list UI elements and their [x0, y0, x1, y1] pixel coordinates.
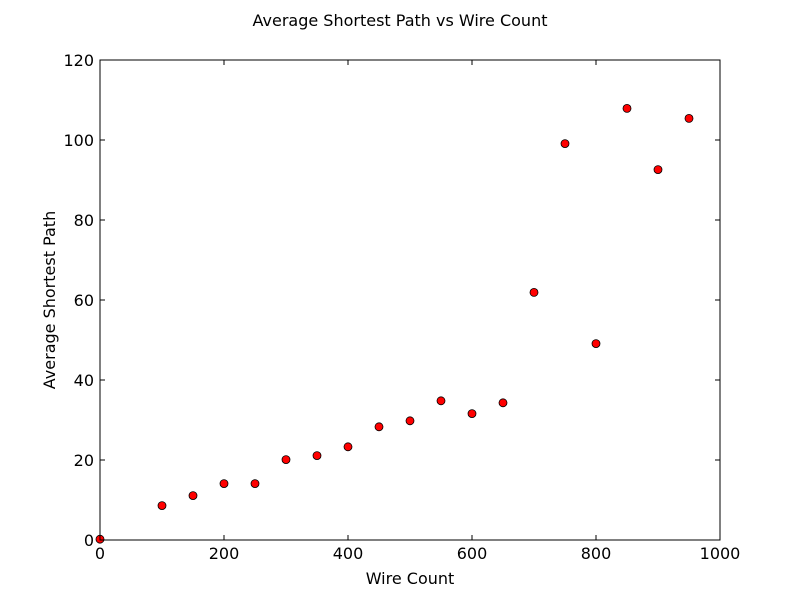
- data-point: [622, 104, 632, 113]
- x-tick-label: 600: [457, 544, 488, 563]
- data-point: [653, 165, 663, 175]
- axis-ticks: 0 200 400 600 800 1000 0 20 40 60 80 100 120: [63, 51, 740, 563]
- data-point: [281, 455, 291, 465]
- y-tick-label: 100: [63, 131, 94, 150]
- data-point: [498, 398, 508, 408]
- y-tick-label: 80: [74, 211, 94, 230]
- x-tick-label: 800: [581, 544, 612, 563]
- data-point: [591, 339, 601, 349]
- x-tick-label: 400: [333, 544, 364, 563]
- data-point: [436, 396, 446, 406]
- data-points: [95, 104, 694, 544]
- data-point: [560, 139, 570, 149]
- data-point: [157, 501, 167, 511]
- data-point: [188, 491, 198, 501]
- y-axis-label: Average Shortest Path: [40, 211, 59, 389]
- x-tick-label: 0: [95, 544, 105, 563]
- data-point: [374, 422, 384, 432]
- data-point: [219, 479, 229, 489]
- data-point: [405, 416, 415, 426]
- x-tick-label: 200: [209, 544, 240, 563]
- data-point: [343, 442, 353, 452]
- y-tick-label: 120: [63, 51, 94, 70]
- y-tick-label: 40: [74, 371, 94, 390]
- y-tick-label: 0: [84, 531, 94, 550]
- data-point: [467, 409, 477, 419]
- data-point: [312, 451, 322, 461]
- y-tick-label: 20: [74, 451, 94, 470]
- x-axis-label: Wire Count: [366, 569, 455, 588]
- plot-area: [99, 59, 721, 541]
- data-point: [529, 287, 539, 297]
- y-tick-label: 60: [74, 291, 94, 310]
- x-tick-label: 1000: [700, 544, 741, 563]
- data-point: [250, 479, 260, 489]
- chart-title: Average Shortest Path vs Wire Count: [253, 11, 548, 30]
- data-point: [684, 114, 694, 123]
